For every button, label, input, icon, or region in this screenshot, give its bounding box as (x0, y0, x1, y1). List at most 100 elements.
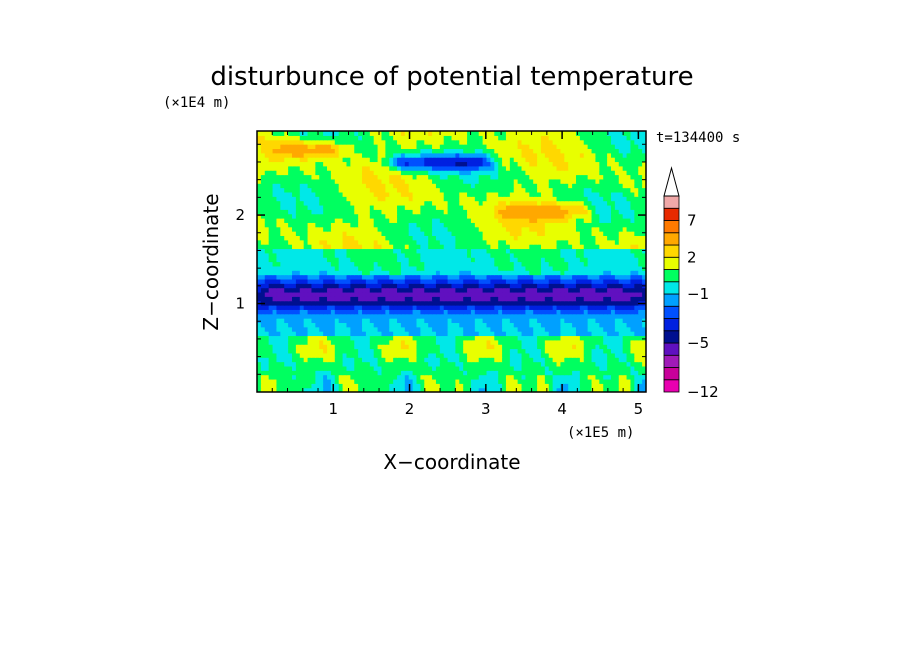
field-cell (634, 270, 639, 276)
field-cell (470, 278, 476, 284)
field-cell (482, 222, 488, 228)
field-cell (315, 383, 320, 389)
field-cell (435, 231, 441, 236)
field-cell (587, 287, 593, 293)
field-cell (509, 174, 515, 180)
field-cell (622, 231, 628, 236)
field-cell (257, 187, 262, 193)
field-cell (276, 213, 281, 219)
field-cell (575, 344, 581, 350)
field-cell (486, 235, 491, 241)
field-cell (494, 318, 499, 323)
field-cell (498, 352, 503, 358)
field-cell (556, 287, 562, 293)
field-cell (420, 383, 425, 389)
field-cell (583, 339, 589, 345)
field-cell (575, 352, 581, 358)
field-cell (572, 331, 577, 337)
field-cell (385, 235, 390, 241)
field-cell (389, 187, 394, 193)
field-cell (307, 339, 313, 345)
field-cell (459, 252, 464, 258)
field-cell (299, 265, 305, 271)
field-cell (564, 252, 569, 258)
field-cell (474, 339, 480, 345)
field-cell (447, 322, 453, 328)
field-cell (614, 209, 620, 215)
field-cell (327, 291, 332, 297)
field-cell (610, 370, 616, 376)
field-cell (564, 183, 569, 189)
field-cell (284, 387, 289, 392)
field-cell (292, 248, 297, 254)
field-cell (564, 283, 569, 289)
field-cell (350, 326, 355, 332)
field-cell (397, 204, 402, 210)
field-cell (568, 331, 573, 337)
field-cell (334, 226, 340, 232)
field-cell (385, 178, 390, 184)
field-cell (276, 252, 281, 258)
field-cell (346, 239, 351, 245)
field-cell (443, 183, 449, 189)
field-cell (587, 252, 593, 258)
field-cell (420, 339, 425, 345)
field-cell (268, 265, 274, 271)
field-cell (381, 265, 386, 271)
field-cell (311, 326, 316, 332)
field-cell (603, 231, 608, 236)
field-cell (607, 378, 612, 384)
field-cell (552, 365, 558, 371)
field-cell (257, 261, 262, 267)
field-cell (525, 183, 530, 189)
field-cell (568, 383, 573, 389)
field-cell (350, 183, 355, 189)
field-cell (428, 313, 433, 319)
field-cell (412, 235, 418, 241)
field-cell (502, 218, 507, 223)
field-cell (381, 278, 386, 284)
field-cell (521, 283, 527, 289)
field-cell (513, 283, 519, 289)
field-cell (432, 231, 437, 236)
field-cell (638, 231, 643, 236)
field-cell (525, 174, 530, 180)
field-cell (272, 370, 278, 376)
field-cell (377, 305, 383, 310)
field-cell (642, 178, 646, 184)
field-cell (264, 235, 270, 241)
field-cell (610, 196, 616, 202)
field-cell (478, 204, 484, 210)
field-cell (280, 318, 285, 323)
field-cell (428, 218, 433, 223)
field-cell (533, 378, 538, 384)
field-cell (509, 370, 515, 376)
field-cell (257, 335, 262, 341)
field-cell (521, 174, 527, 180)
field-cell (365, 274, 371, 280)
field-cell (439, 378, 445, 384)
field-cell (404, 218, 410, 223)
field-cell (474, 248, 480, 254)
field-cell (459, 196, 464, 202)
field-cell (400, 235, 406, 241)
field-cell (505, 326, 511, 332)
field-cell (276, 204, 281, 210)
field-cell (260, 318, 266, 323)
field-cell (268, 291, 274, 297)
field-cell (369, 200, 375, 206)
field-cell (284, 331, 289, 337)
field-cell (622, 183, 628, 189)
field-cell (342, 187, 348, 193)
field-cell (642, 309, 646, 315)
field-cell (447, 287, 453, 293)
field-cell (610, 274, 616, 280)
field-cell (502, 183, 507, 189)
field-cell (618, 200, 624, 206)
field-cell (264, 326, 270, 332)
field-cell (327, 261, 332, 267)
field-cell (482, 322, 488, 328)
field-cell (362, 322, 367, 328)
field-cell (346, 361, 351, 367)
field-cell (292, 231, 297, 236)
